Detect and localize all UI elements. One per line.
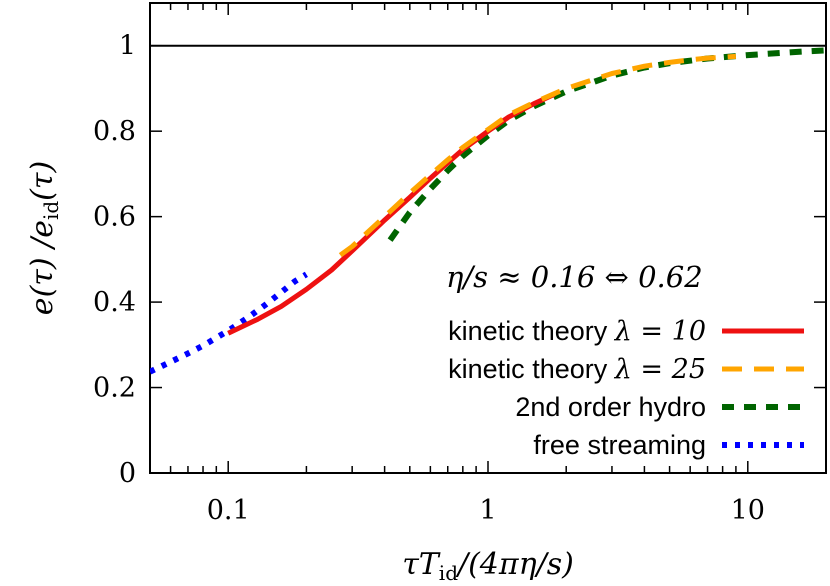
eta-over-s-annotation: η/s ≈ 0.16 ⇔ 0.62 [446, 260, 703, 294]
legend: kinetic theory λ = 10 kinetic theory λ = … [448, 316, 804, 460]
axis-ticks: 0 0.2 0.4 0.6 0.8 1 0.1 1 10 [93, 3, 827, 526]
y-tick-label: 0 [119, 458, 136, 489]
series-line-2 [387, 47, 826, 242]
y-tick-label: 0.8 [93, 116, 136, 147]
y-tick-label: 0.4 [93, 287, 136, 318]
y-axis-label-sub: id [39, 201, 63, 220]
legend-label-1: kinetic theory λ = 25 [448, 354, 706, 385]
y-tick-label: 0.2 [93, 373, 136, 404]
legend-label-2: 2nd order hydro [515, 392, 706, 422]
x-axis-label-main: τT [402, 547, 441, 582]
y-axis-label-main: e(τ) /e [25, 220, 60, 315]
x-tick-label: 10 [731, 495, 765, 526]
series-line-3 [150, 271, 308, 375]
series-layer [150, 47, 826, 375]
legend-label-0: kinetic theory λ = 10 [448, 316, 706, 347]
x-axis-label: τTid/(4πη/s) [402, 547, 574, 585]
y-axis-label: e(τ) /eid(τ) [25, 161, 63, 315]
y-axis-label-tail: (τ) [25, 161, 60, 201]
series-line-1 [338, 53, 737, 258]
plot-frame [149, 2, 827, 474]
y-tick-label: 1 [119, 31, 136, 62]
x-axis-label-tail: /(4πη/s) [455, 547, 574, 582]
y-tick-label: 0.6 [93, 202, 136, 233]
legend-label-3: free streaming [533, 430, 706, 460]
x-tick-label: 1 [479, 495, 496, 526]
x-axis-label-sub: id [439, 561, 458, 585]
x-tick-label: 0.1 [207, 495, 250, 526]
